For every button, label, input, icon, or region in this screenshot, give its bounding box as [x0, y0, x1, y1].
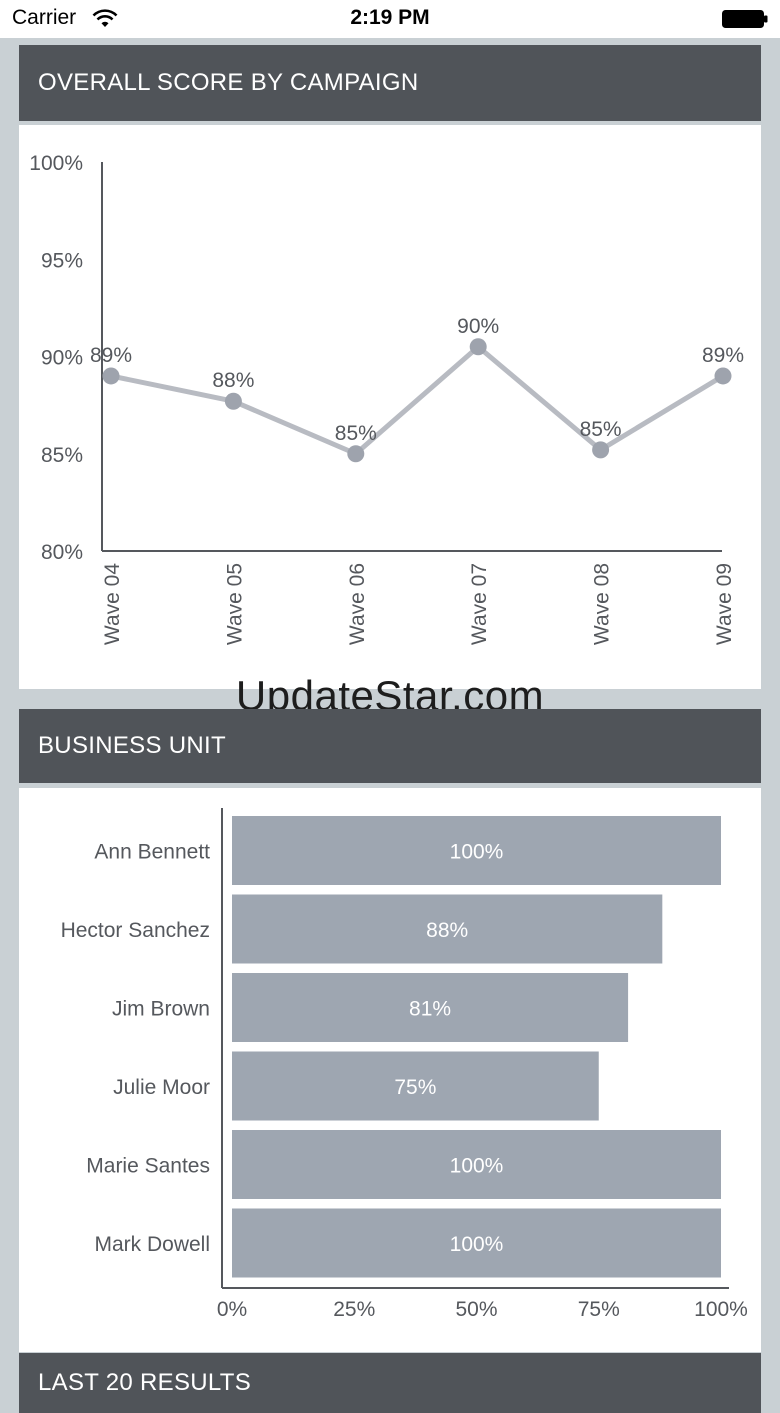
carrier-label: Carrier — [12, 6, 77, 29]
bar — [232, 1051, 599, 1121]
x-tick-label: 75% — [578, 1298, 620, 1321]
bar-value-label: 88% — [426, 919, 468, 942]
data-label: 90% — [457, 315, 499, 338]
x-tick-label: Wave 08 — [591, 563, 614, 645]
bar — [232, 1208, 721, 1278]
category-label: Marie Santes — [86, 1155, 210, 1178]
x-tick-label: Wave 04 — [101, 563, 124, 645]
y-tick-label: 90% — [41, 347, 83, 370]
last-results-title: LAST 20 RESULTS — [38, 1369, 252, 1396]
overall-score-panel: 80% 85% 90% 95% 100% 89% Wave 04 88% Wave 05 85% W… — [19, 125, 761, 689]
overall-score-line-chart: 80% 85% 90% 95% 100% 89% Wave 04 88% Wave 05 85% W… — [29, 152, 744, 645]
battery-icon — [722, 10, 768, 28]
category-label: Ann Bennett — [94, 841, 210, 864]
y-tick-label: 100% — [29, 152, 83, 175]
business-unit-title: BUSINESS UNIT — [38, 732, 226, 759]
data-label: 89% — [702, 344, 744, 367]
y-tick-label: 85% — [41, 444, 83, 467]
overall-score-header: OVERALL SCORE BY CAMPAIGN — [19, 45, 761, 121]
x-tick-label: 100% — [694, 1298, 748, 1321]
bar-value-label: 100% — [450, 1233, 504, 1256]
last-results-header[interactable]: LAST 20 RESULTS — [19, 1353, 761, 1413]
data-point — [224, 392, 242, 410]
x-tick-label: Wave 09 — [713, 563, 736, 645]
data-label: 89% — [90, 344, 132, 367]
bar-value-label: 100% — [450, 841, 504, 864]
overall-score-title: OVERALL SCORE BY CAMPAIGN — [38, 69, 419, 96]
business-unit-header: BUSINESS UNIT — [19, 709, 761, 783]
bar — [232, 1130, 721, 1199]
x-tick-label: 50% — [455, 1298, 497, 1321]
x-tick-label: Wave 06 — [346, 563, 369, 645]
y-tick-label: 80% — [41, 541, 83, 564]
status-bar: Carrier 2:19 PM — [0, 0, 780, 38]
bar — [232, 894, 663, 964]
data-label: 88% — [212, 369, 254, 392]
category-label: Hector Sanchez — [61, 919, 210, 942]
x-tick-label: Wave 05 — [223, 563, 246, 645]
data-point — [469, 338, 487, 356]
bar-value-label: 75% — [394, 1076, 436, 1099]
x-tick-label: 25% — [333, 1298, 375, 1321]
bar — [232, 973, 629, 1042]
business-unit-panel: 100% Ann Bennett 88% Hector Sanchez 81% Jim B… — [19, 788, 761, 1352]
bar — [232, 816, 721, 885]
business-unit-bar-chart: 100% Ann Bennett 88% Hector Sanchez 81% Jim B… — [61, 808, 748, 1321]
x-tick-label: 0% — [217, 1298, 247, 1321]
bar-value-label: 81% — [409, 998, 451, 1021]
data-label: 85% — [335, 422, 377, 445]
y-tick-label: 95% — [41, 249, 83, 272]
category-label: Mark Dowell — [94, 1233, 210, 1256]
category-label: Julie Moor — [113, 1076, 210, 1099]
status-time: 2:19 PM — [350, 6, 430, 29]
data-point — [102, 367, 120, 385]
data-point — [347, 445, 365, 463]
x-tick-label: Wave 07 — [468, 563, 491, 645]
wifi-icon — [92, 9, 118, 27]
score-series-line — [110, 344, 725, 457]
data-point — [592, 441, 610, 459]
data-point — [714, 367, 732, 385]
data-label: 85% — [580, 418, 622, 441]
category-label: Jim Brown — [112, 998, 210, 1021]
bar-value-label: 100% — [450, 1155, 504, 1178]
